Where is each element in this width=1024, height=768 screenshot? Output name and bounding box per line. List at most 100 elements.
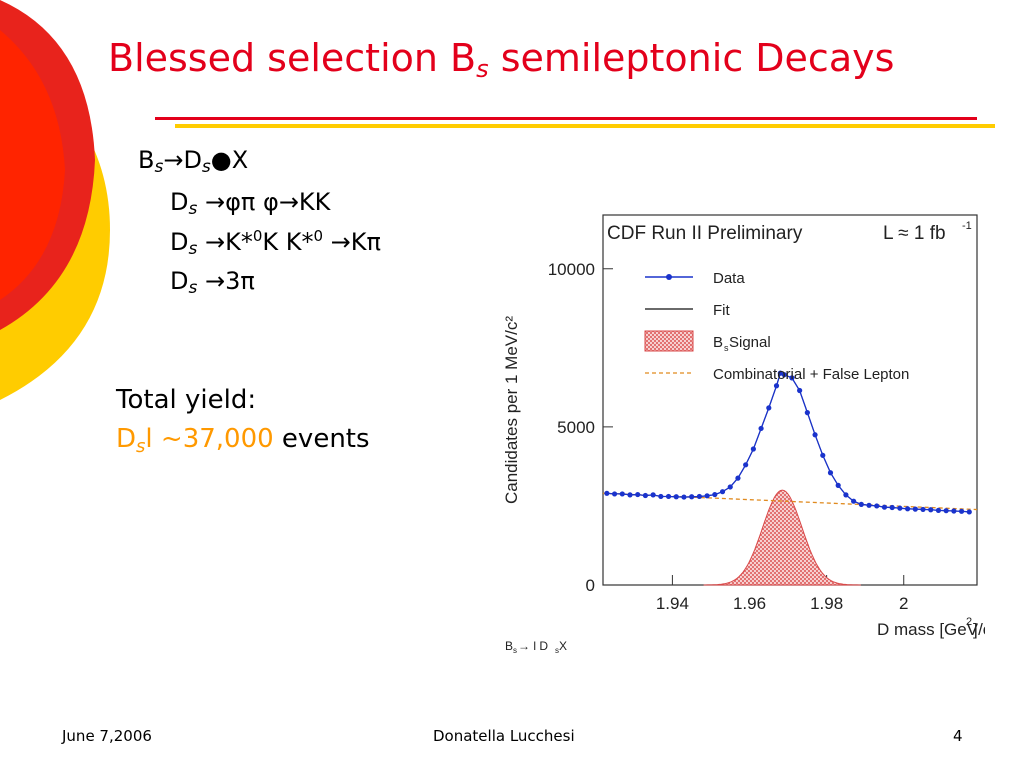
data-line	[606, 372, 970, 513]
data-point	[858, 501, 864, 507]
chain-text: →D	[163, 146, 202, 174]
footer-date: June 7,2006	[62, 727, 152, 745]
yield-events: events	[273, 424, 370, 454]
data-point	[719, 489, 726, 495]
data-point	[758, 425, 764, 432]
y-tick-label: 0	[586, 576, 595, 595]
data-point	[673, 494, 679, 500]
data-point	[689, 494, 695, 500]
data-point	[804, 410, 810, 416]
data-point	[635, 491, 641, 498]
title-rule-red	[155, 117, 977, 120]
chain-text: K K*	[262, 228, 314, 256]
data-point	[604, 490, 610, 496]
decay-line-3pi: Ds →3π	[170, 267, 255, 298]
x-axis-label-sup: 2	[966, 616, 972, 628]
data-point	[611, 491, 618, 497]
data-point	[766, 405, 772, 411]
chain-sup: 0	[252, 227, 263, 245]
data-point	[658, 493, 664, 500]
data-point	[642, 492, 649, 499]
decorative-arcs	[0, 0, 110, 400]
title-subscript: s	[476, 55, 489, 83]
legend-label: Fit	[713, 302, 730, 319]
yield-ds: D	[116, 424, 137, 454]
data-point	[743, 462, 749, 468]
footnote-sub: s	[513, 646, 517, 655]
data-point	[812, 432, 818, 438]
yield-ds-sub: s	[136, 436, 146, 457]
chain-text: ●X	[210, 146, 249, 174]
data-point	[851, 498, 857, 504]
data-point	[820, 452, 826, 458]
footnote-text: → l D	[518, 639, 548, 653]
data-point	[897, 505, 903, 511]
title-text-rest: semileptonic Decays	[488, 36, 895, 80]
data-point	[843, 492, 849, 498]
x-tick-label: 1.98	[810, 594, 843, 613]
data-point	[712, 491, 718, 498]
data-point	[665, 493, 672, 500]
legend-label-sub: s	[724, 343, 729, 353]
yield-number: l ~37,000	[145, 424, 274, 454]
data-point	[789, 375, 795, 381]
chain-sub: s	[188, 199, 198, 219]
chain-text: →3π	[197, 267, 255, 295]
footer-page-number: 4	[953, 727, 963, 745]
legend-data-marker	[666, 274, 672, 280]
chain-sub: s	[201, 157, 211, 177]
decay-line-bs: Bs→Ds●X	[138, 146, 249, 177]
data-point	[750, 446, 756, 452]
data-point	[781, 372, 787, 378]
data-point	[866, 502, 872, 508]
data-point	[619, 491, 625, 497]
chain-sub: s	[154, 157, 164, 177]
red-arc-2	[0, 30, 65, 300]
yield-value: Dsl ~37,000 events	[116, 424, 370, 457]
legend-signal-swatch	[644, 330, 694, 352]
chain-sub: s	[188, 278, 198, 298]
x-tick-label: 1.96	[733, 594, 766, 613]
y-tick-label: 5000	[557, 418, 595, 437]
x-axis-label: D mass [GeV/c	[877, 620, 985, 639]
title-rule-yellow	[175, 124, 995, 128]
chain-sub: s	[188, 239, 198, 259]
data-point	[943, 508, 949, 514]
lumi-label: L ≈ 1 fb	[883, 223, 946, 244]
data-point	[881, 504, 888, 510]
data-point	[928, 507, 934, 513]
data-point	[889, 504, 895, 511]
data-point	[958, 508, 965, 514]
yield-label: Total yield:	[116, 385, 257, 415]
data-point	[735, 475, 741, 481]
data-point	[827, 470, 834, 476]
data-point	[835, 482, 841, 488]
chain-text: B	[138, 146, 155, 174]
chain-text: D	[170, 228, 189, 256]
y-axis-label: Candidates per 1 MeV/c²	[502, 316, 521, 504]
data-point	[874, 503, 880, 509]
data-point	[727, 484, 733, 490]
data-point	[681, 494, 687, 500]
y-tick-label: 10000	[548, 260, 595, 279]
x-tick-label: 1.94	[656, 594, 689, 613]
legend-label: Combinatorial + False Lepton	[713, 366, 909, 383]
chain-sup: 0	[313, 227, 324, 245]
slide-title: Blessed selection Bs semileptonic Decays	[108, 36, 1008, 83]
footer-author: Donatella Lucchesi	[433, 727, 575, 745]
mass-plot: CDF Run II Preliminary L ≈ 1 fb -1 0 5000 100…	[502, 214, 985, 655]
data-point	[797, 387, 803, 394]
chain-text: →K*	[197, 228, 253, 256]
chain-text: D	[170, 188, 189, 216]
data-point	[966, 509, 972, 515]
data-point	[650, 492, 656, 498]
footnote-sub: s	[555, 646, 559, 655]
data-point	[951, 508, 957, 514]
chart-title: CDF Run II Preliminary	[607, 223, 803, 244]
data-point	[904, 506, 911, 512]
legend-label-end: Signal	[729, 334, 771, 351]
chain-text: →φπ φ→KK	[197, 188, 331, 216]
legend-label: Data	[713, 270, 745, 287]
data-point	[935, 507, 942, 513]
data-point	[696, 493, 702, 500]
